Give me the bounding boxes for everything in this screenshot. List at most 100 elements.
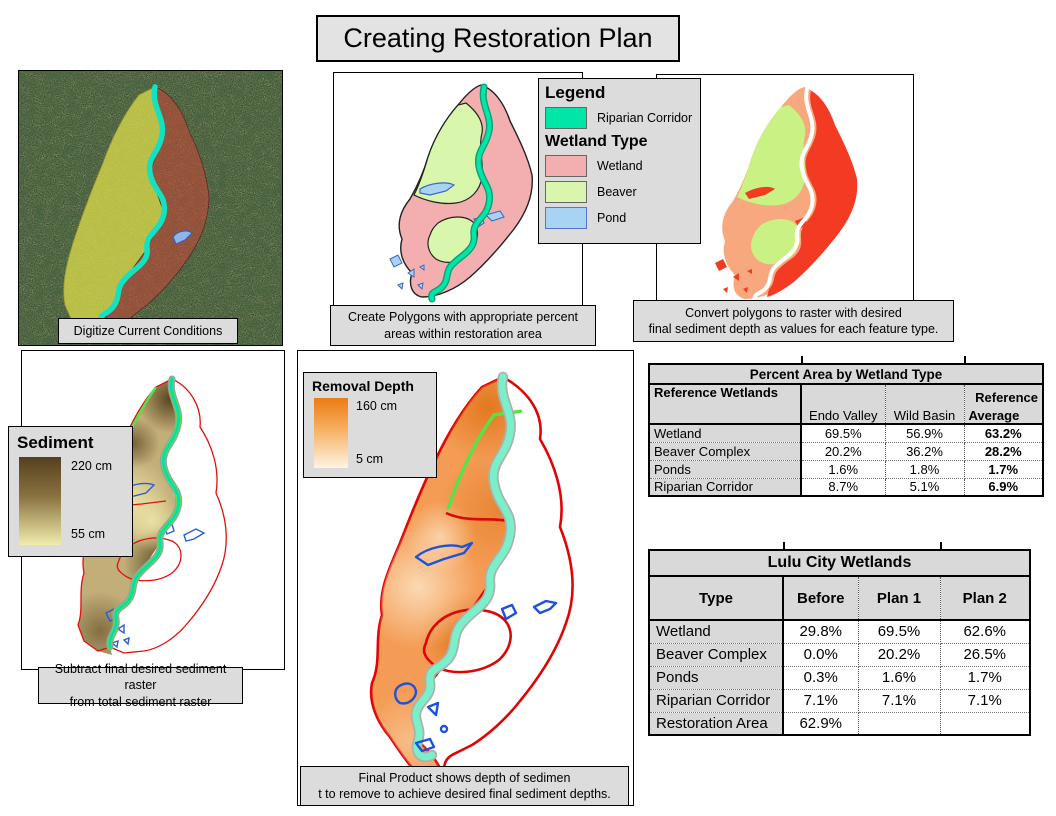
column-header: Plan 2 bbox=[940, 576, 1030, 621]
sediment-legend-title: Sediment bbox=[17, 433, 94, 452]
table-title: Percent Area by Wetland Type bbox=[649, 364, 1043, 385]
table-border-tick bbox=[940, 542, 942, 550]
wetland-swatch bbox=[545, 155, 587, 177]
pond-shape bbox=[172, 230, 193, 245]
table-row: Wetland 69.5% 56.9% 63.2% bbox=[649, 424, 1043, 443]
row-label: Ponds bbox=[649, 666, 784, 690]
beaver-polygon-upper bbox=[413, 102, 484, 205]
caption-digitize: Digitize Current Conditions bbox=[58, 318, 238, 344]
column-header: Wild Basin bbox=[885, 384, 965, 425]
row-label: Beaver Complex bbox=[649, 643, 784, 667]
raster-deep-removal-area bbox=[767, 89, 858, 297]
riparian-corridor-line bbox=[108, 377, 181, 649]
panel-aerial-map: Digitize Current Conditions bbox=[18, 70, 283, 346]
legend-item-pond: Pond bbox=[545, 207, 694, 229]
legend-item-label: Wetland bbox=[597, 159, 643, 173]
raster-pond-cell bbox=[745, 186, 775, 199]
value-cell: 1.7% bbox=[940, 666, 1030, 690]
table-border-tick bbox=[964, 356, 966, 364]
value-cell: 29.8% bbox=[783, 620, 859, 644]
beaver-swatch bbox=[545, 181, 587, 203]
map-legend: Legend Riparian Corridor Wetland Type We… bbox=[538, 78, 701, 244]
value-cell bbox=[858, 712, 941, 736]
wetland-divider-line bbox=[445, 511, 509, 523]
value-cell: 28.2% bbox=[964, 442, 1043, 461]
value-cell: 20.2% bbox=[801, 442, 886, 461]
riparian-corridor-line bbox=[97, 84, 168, 326]
value-cell: 6.9% bbox=[964, 478, 1043, 497]
caption-create-polygons: Create Polygons with appropriate percent… bbox=[330, 305, 596, 346]
caption-subtract-raster: Subtract final desired sediment raster f… bbox=[38, 662, 243, 709]
sediment-legend: Sediment 220 cm 55 cm bbox=[8, 426, 133, 557]
caption-convert-raster: Convert polygons to raster with desired … bbox=[633, 300, 954, 342]
pond-shape bbox=[484, 210, 505, 222]
aerial-map-image bbox=[19, 71, 282, 345]
value-cell: 56.9% bbox=[885, 424, 965, 443]
percent-area-table: Percent Area by Wetland Type Reference We… bbox=[648, 363, 1044, 497]
legend-item-beaver: Beaver bbox=[545, 181, 694, 203]
legend-item-wetland: Wetland bbox=[545, 155, 694, 177]
table-row: Ponds 1.6% 1.8% 1.7% bbox=[649, 460, 1043, 479]
raster-corridor-gap bbox=[752, 87, 815, 303]
value-cell: 7.1% bbox=[940, 689, 1030, 713]
legend-item-riparian: Riparian Corridor bbox=[545, 107, 694, 129]
riparian-corridor-swatch bbox=[545, 107, 587, 129]
table-row: Beaver Complex 20.2% 36.2% 28.2% bbox=[649, 442, 1043, 461]
table-title: Lulu City Wetlands bbox=[649, 550, 1030, 577]
beaver-boundary-loop bbox=[116, 537, 182, 582]
row-label: Beaver Complex bbox=[649, 442, 802, 461]
value-cell: 7.1% bbox=[858, 689, 941, 713]
removal-max-label: 160 cm bbox=[356, 399, 397, 413]
column-header: Before bbox=[783, 576, 859, 621]
removal-depth-legend: Removal Depth 160 cm 5 cm bbox=[303, 372, 437, 478]
row-label: Riparian Corridor bbox=[649, 689, 784, 713]
legend-item-label: Pond bbox=[597, 211, 627, 225]
table-row: Restoration Area 62.9% bbox=[649, 712, 1030, 736]
value-cell: 1.6% bbox=[858, 666, 941, 690]
value-cell: 1.7% bbox=[964, 460, 1043, 479]
value-cell: 69.5% bbox=[858, 620, 941, 644]
sediment-max-label: 220 cm bbox=[71, 459, 112, 473]
pond-outlines bbox=[394, 541, 558, 753]
final-map-image bbox=[369, 371, 574, 791]
legend-item-label: Beaver bbox=[597, 185, 637, 199]
row-label: Riparian Corridor bbox=[649, 478, 802, 497]
riparian-corridor-line bbox=[412, 373, 515, 761]
pond-shape bbox=[419, 182, 456, 196]
removal-color-ramp bbox=[314, 398, 348, 468]
row-label: Restoration Area bbox=[649, 712, 784, 736]
pond-swatch bbox=[545, 207, 587, 229]
table-border-tick bbox=[783, 542, 785, 550]
row-label: Wetland bbox=[649, 424, 802, 443]
value-cell: 20.2% bbox=[858, 643, 941, 667]
legend-title: Legend bbox=[545, 83, 606, 102]
column-header: Reference Average bbox=[964, 384, 1043, 425]
sediment-min-label: 55 cm bbox=[71, 527, 106, 541]
value-cell: 62.6% bbox=[940, 620, 1030, 644]
value-cell: 8.7% bbox=[801, 478, 886, 497]
value-cell: 0.0% bbox=[783, 643, 859, 667]
row-label: Wetland bbox=[649, 620, 784, 644]
raster-pond-cells bbox=[715, 259, 752, 293]
table-border-tick bbox=[801, 356, 803, 364]
page-title: Creating Restoration Plan bbox=[316, 15, 680, 62]
value-cell: 69.5% bbox=[801, 424, 886, 443]
pond-cluster bbox=[389, 254, 425, 291]
polygon-map-image bbox=[389, 83, 533, 303]
caption-final-product: Final Product shows depth of sedimen t t… bbox=[300, 766, 629, 806]
beaver-boundary-loop bbox=[422, 608, 512, 674]
sediment-color-ramp bbox=[19, 457, 61, 545]
removal-min-label: 5 cm bbox=[356, 452, 384, 466]
panel-final-map bbox=[297, 350, 634, 806]
removal-legend-title: Removal Depth bbox=[312, 378, 414, 394]
value-cell: 0.3% bbox=[783, 666, 859, 690]
value-cell bbox=[940, 712, 1030, 736]
column-header: Endo Valley bbox=[801, 384, 886, 425]
green-boundary-segment bbox=[446, 409, 523, 510]
lulu-city-wetlands-table: Lulu City Wetlands Type Before Plan 1 Plan 2… bbox=[648, 549, 1031, 736]
riparian-corridor-line bbox=[429, 84, 492, 302]
value-cell: 62.9% bbox=[783, 712, 859, 736]
value-cell: 36.2% bbox=[885, 442, 965, 461]
legend-item-list: Wetland Beaver Pond bbox=[545, 155, 694, 229]
